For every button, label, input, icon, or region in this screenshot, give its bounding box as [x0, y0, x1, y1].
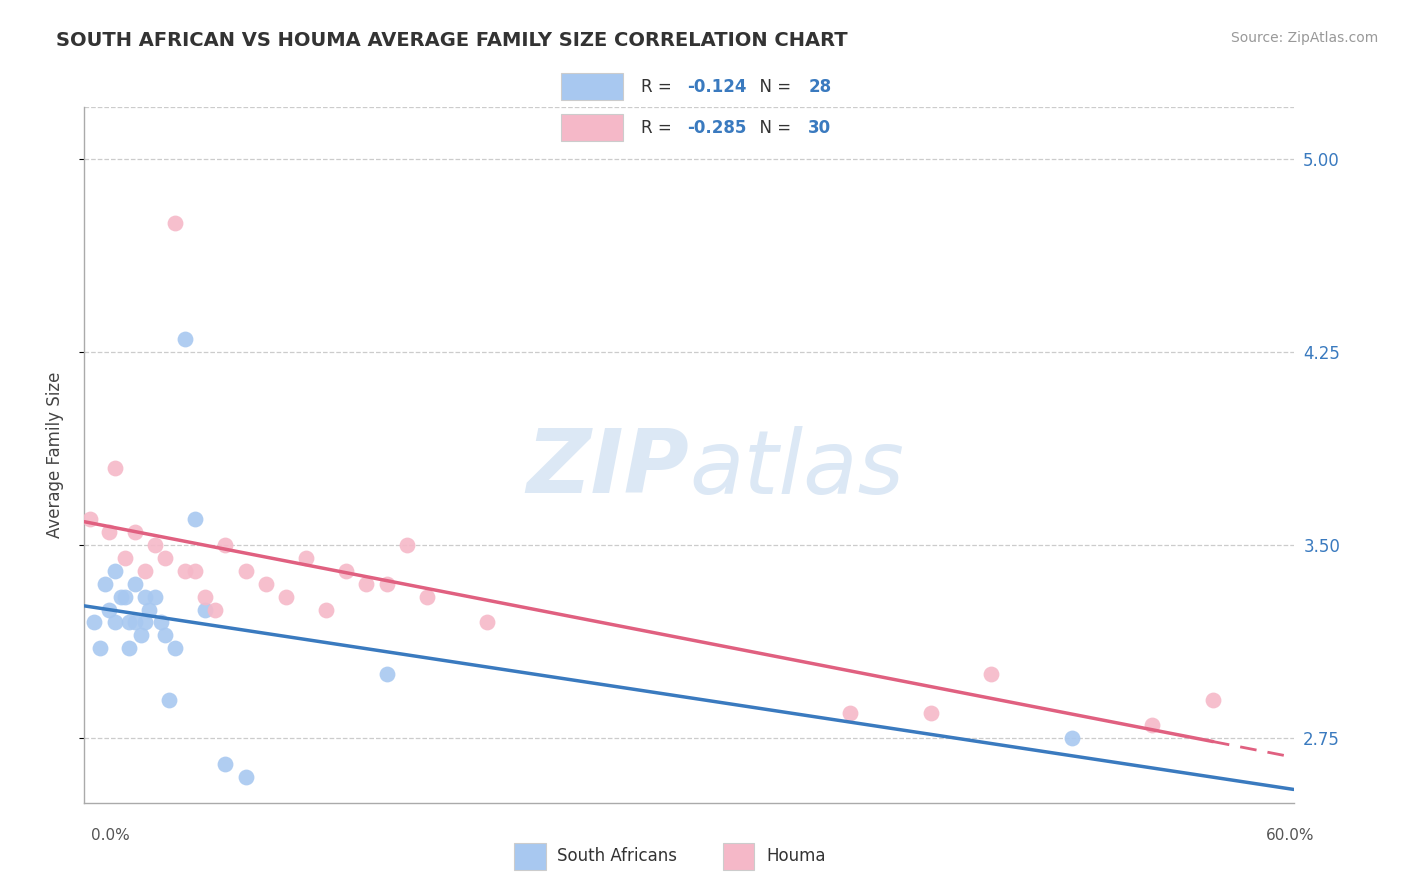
- Point: [134, 590, 156, 604]
- Point: [1060, 731, 1083, 746]
- Point: [124, 525, 146, 540]
- Point: [235, 770, 257, 784]
- Point: [204, 602, 226, 616]
- Point: [143, 590, 166, 604]
- Bar: [561, 114, 623, 141]
- Point: [416, 590, 439, 604]
- Point: [194, 602, 217, 616]
- Point: [1142, 718, 1164, 732]
- Point: [395, 538, 418, 552]
- Point: [157, 692, 180, 706]
- Point: [174, 564, 197, 578]
- Point: [79, 512, 101, 526]
- Point: [89, 641, 111, 656]
- Point: [104, 460, 127, 475]
- Point: [194, 590, 217, 604]
- Point: [104, 615, 127, 630]
- Point: [153, 551, 176, 566]
- Point: [97, 602, 120, 616]
- Point: [97, 525, 120, 540]
- Text: 60.0%: 60.0%: [1267, 828, 1315, 843]
- Point: [295, 551, 318, 566]
- Text: SOUTH AFRICAN VS HOUMA AVERAGE FAMILY SIZE CORRELATION CHART: SOUTH AFRICAN VS HOUMA AVERAGE FAMILY SI…: [56, 31, 848, 50]
- Point: [274, 590, 297, 604]
- Text: 30: 30: [808, 119, 831, 136]
- Point: [214, 757, 236, 772]
- Point: [356, 576, 378, 591]
- Point: [920, 706, 942, 720]
- Point: [124, 615, 146, 630]
- Point: [165, 216, 187, 230]
- Text: N =: N =: [749, 119, 797, 136]
- Point: [214, 538, 236, 552]
- Bar: [561, 73, 623, 100]
- Y-axis label: Average Family Size: Average Family Size: [45, 372, 63, 538]
- Point: [153, 628, 176, 642]
- Point: [83, 615, 105, 630]
- Point: [143, 538, 166, 552]
- Bar: [723, 843, 754, 870]
- Point: [129, 628, 152, 642]
- Point: [104, 564, 127, 578]
- Point: [839, 706, 862, 720]
- Text: -0.285: -0.285: [688, 119, 747, 136]
- Text: atlas: atlas: [689, 425, 904, 512]
- Point: [138, 602, 160, 616]
- Point: [110, 590, 132, 604]
- Text: 28: 28: [808, 78, 831, 95]
- Text: N =: N =: [749, 78, 797, 95]
- Point: [93, 576, 115, 591]
- Point: [149, 615, 172, 630]
- Point: [118, 641, 141, 656]
- Point: [184, 564, 207, 578]
- Point: [1202, 692, 1225, 706]
- Bar: [515, 843, 546, 870]
- Point: [114, 551, 136, 566]
- Point: [980, 667, 1002, 681]
- Text: Houma: Houma: [766, 847, 825, 865]
- Point: [335, 564, 357, 578]
- Point: [315, 602, 337, 616]
- Point: [375, 667, 398, 681]
- Point: [118, 615, 141, 630]
- Text: R =: R =: [641, 119, 678, 136]
- Text: R =: R =: [641, 78, 678, 95]
- Point: [184, 512, 207, 526]
- Text: 0.0%: 0.0%: [91, 828, 131, 843]
- Text: -0.124: -0.124: [688, 78, 747, 95]
- Point: [114, 590, 136, 604]
- Point: [254, 576, 277, 591]
- Point: [235, 564, 257, 578]
- Point: [174, 332, 197, 346]
- Point: [124, 576, 146, 591]
- Text: ZIP: ZIP: [526, 425, 689, 512]
- Point: [375, 576, 398, 591]
- Point: [134, 615, 156, 630]
- Point: [477, 615, 499, 630]
- Text: Source: ZipAtlas.com: Source: ZipAtlas.com: [1230, 31, 1378, 45]
- Text: South Africans: South Africans: [557, 847, 678, 865]
- Point: [134, 564, 156, 578]
- Point: [165, 641, 187, 656]
